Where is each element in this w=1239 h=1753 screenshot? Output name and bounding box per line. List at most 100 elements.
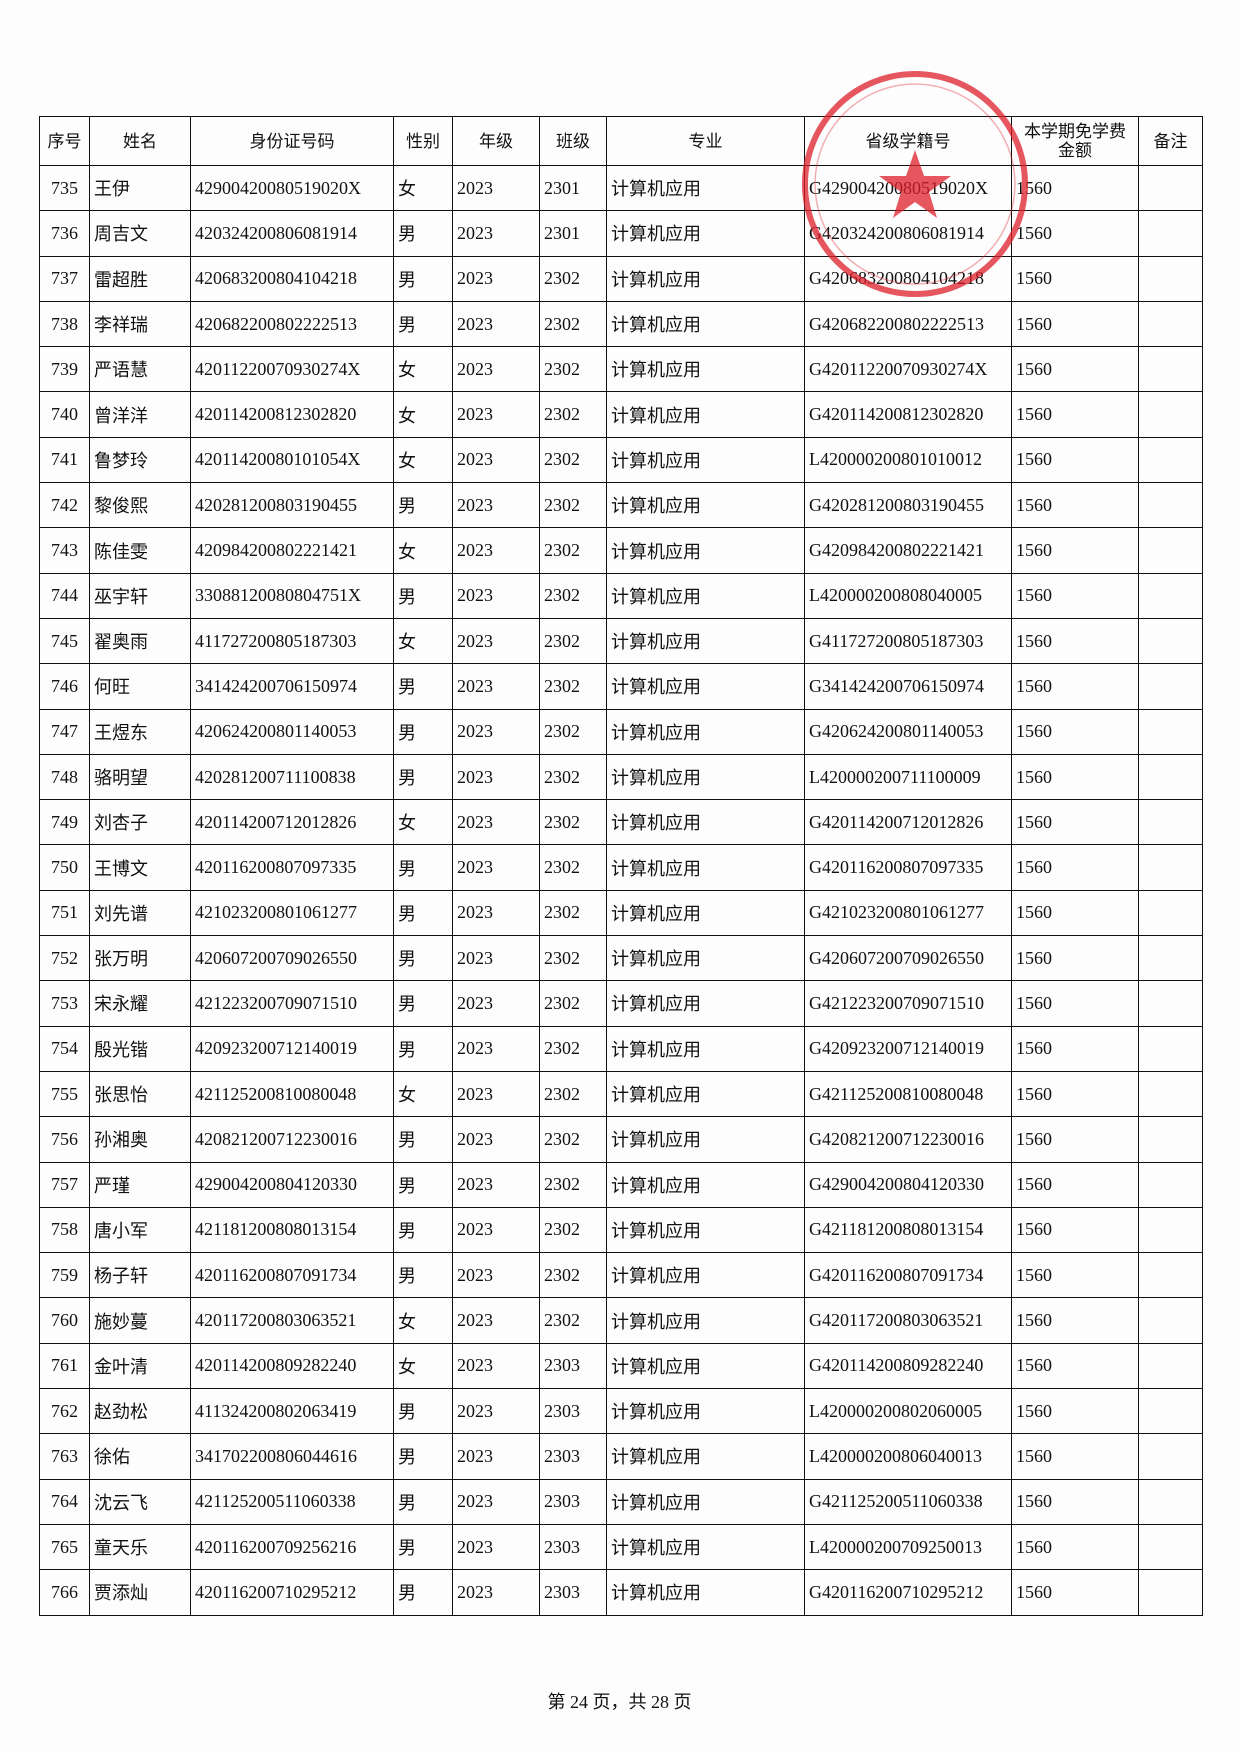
table-cell: 1560	[1011, 1523, 1139, 1571]
table-cell	[1138, 663, 1203, 710]
table-cell: 男	[393, 889, 453, 937]
table-cell: 1560	[1011, 1252, 1139, 1299]
table-cell: 2023	[452, 753, 540, 801]
table-cell: 420114200809282240	[190, 1342, 394, 1390]
table-cell: 420624200801140053	[190, 708, 394, 755]
table-cell: 严语慧	[89, 346, 191, 393]
table-cell: 女	[393, 1297, 453, 1344]
table-cell: G420114200712012826	[804, 799, 1012, 846]
table-cell	[1138, 617, 1203, 665]
table-cell: 2023	[452, 1252, 540, 1299]
table-cell: 女	[393, 346, 453, 393]
table-cell: 刘杏子	[89, 799, 191, 846]
table-cell: 李祥瑞	[89, 300, 191, 348]
table-cell: 420114200712012826	[190, 799, 394, 846]
table-cell: G42011220070930274X	[804, 346, 1012, 393]
table-row: 739 严语慧 42011220070930274X 女 2023 2302 计算机应用 G4…	[39, 346, 1203, 393]
table-cell: 计算机应用	[606, 1433, 805, 1480]
table-cell: 计算机应用	[606, 210, 805, 257]
table-cell: 743	[39, 527, 90, 574]
table-cell: 计算机应用	[606, 708, 805, 755]
table-cell: 2023	[452, 1070, 540, 1118]
table-cell	[1138, 1161, 1203, 1208]
header-cell: 班级	[539, 116, 607, 166]
table-cell: 男	[393, 482, 453, 529]
table-cell	[1138, 164, 1203, 212]
table-cell: 2302	[539, 482, 607, 529]
header-cell: 省级学籍号	[804, 116, 1012, 166]
table-cell: 计算机应用	[606, 482, 805, 529]
table-cell: 2302	[539, 1206, 607, 1254]
table-cell: 2302	[539, 346, 607, 393]
table-cell	[1138, 391, 1203, 438]
table-cell: 计算机应用	[606, 753, 805, 801]
table-row: 762 赵劲松 411324200802063419 男 2023 2303 计算机应用 L4…	[39, 1388, 1203, 1435]
table-cell: 2023	[452, 799, 540, 846]
table-cell	[1138, 1297, 1203, 1344]
table-cell	[1138, 572, 1203, 619]
table-cell: 1560	[1011, 436, 1139, 484]
table-row: 744 巫宇轩 33088120080804751X 男 2023 2302 计算机应用 L4…	[39, 572, 1203, 619]
table-row: 754 殷光锴 420923200712140019 男 2023 2302 计算机应用 G4…	[39, 1025, 1203, 1072]
table-cell: G420923200712140019	[804, 1025, 1012, 1072]
table-cell: 2023	[452, 482, 540, 529]
table-cell: 翟奥雨	[89, 617, 191, 665]
table-cell: 1560	[1011, 1116, 1139, 1163]
table-cell: 杨子轩	[89, 1252, 191, 1299]
table-cell: 2301	[539, 164, 607, 212]
table-cell: G341424200706150974	[804, 663, 1012, 710]
table-cell: 420116200709256216	[190, 1523, 394, 1571]
table-row: 763 徐佑 341702200806044616 男 2023 2303 计算机应用 L42…	[39, 1433, 1203, 1480]
header-cell: 专业	[606, 116, 805, 166]
table-cell: 2023	[452, 210, 540, 257]
table-cell: 2302	[539, 799, 607, 846]
table-cell: 2302	[539, 572, 607, 619]
table-row: 759 杨子轩 420116200807091734 男 2023 2302 计算机应用 G4…	[39, 1252, 1203, 1299]
table-cell: 2023	[452, 1388, 540, 1435]
table-cell: 756	[39, 1116, 90, 1163]
table-cell: 计算机应用	[606, 844, 805, 891]
table-cell: 计算机应用	[606, 572, 805, 619]
table-cell: G420117200803063521	[804, 1297, 1012, 1344]
table-cell	[1138, 844, 1203, 891]
table-cell: 420114200812302820	[190, 391, 394, 438]
table-cell	[1138, 1433, 1203, 1480]
header-cell: 本学期免学费 金额	[1011, 116, 1139, 166]
table-cell: 1560	[1011, 980, 1139, 1027]
table-cell	[1138, 1070, 1203, 1118]
table-cell: 计算机应用	[606, 527, 805, 574]
table-cell: 760	[39, 1297, 90, 1344]
table-cell: 33088120080804751X	[190, 572, 394, 619]
table-cell: 736	[39, 210, 90, 257]
table-cell: 738	[39, 300, 90, 348]
table-cell: 1560	[1011, 753, 1139, 801]
table-row: 753 宋永耀 421223200709071510 男 2023 2302 计算机应用 G4…	[39, 980, 1203, 1027]
table-cell: 1560	[1011, 844, 1139, 891]
table-cell: 744	[39, 572, 90, 619]
table-cell: 420682200802222513	[190, 300, 394, 348]
table-row: 761 金叶清 420114200809282240 女 2023 2303 计算机应用 G4…	[39, 1342, 1203, 1390]
table-row: 746 何旺 341424200706150974 男 2023 2302 计算机应用 G34…	[39, 663, 1203, 710]
table-cell	[1138, 1569, 1203, 1616]
table-cell: 2023	[452, 436, 540, 484]
table-cell: 2023	[452, 1342, 540, 1390]
table-cell: 计算机应用	[606, 164, 805, 212]
table-cell: 754	[39, 1025, 90, 1072]
table-cell	[1138, 753, 1203, 801]
table-cell	[1138, 1388, 1203, 1435]
table-cell: 刘先谱	[89, 889, 191, 937]
table-cell: 孙湘奥	[89, 1116, 191, 1163]
table-cell: 男	[393, 1523, 453, 1571]
table-cell	[1138, 210, 1203, 257]
table-cell	[1138, 799, 1203, 846]
table-cell: L420000200802060005	[804, 1388, 1012, 1435]
table-cell: G421125200511060338	[804, 1478, 1012, 1525]
table-cell: 763	[39, 1433, 90, 1480]
table-cell: 739	[39, 346, 90, 393]
table-cell: 男	[393, 1161, 453, 1208]
table-cell: 女	[393, 617, 453, 665]
table-cell: 2303	[539, 1569, 607, 1616]
table-cell: 徐佑	[89, 1433, 191, 1480]
table-cell: 计算机应用	[606, 1569, 805, 1616]
table-cell: G42900420080519020X	[804, 164, 1012, 212]
